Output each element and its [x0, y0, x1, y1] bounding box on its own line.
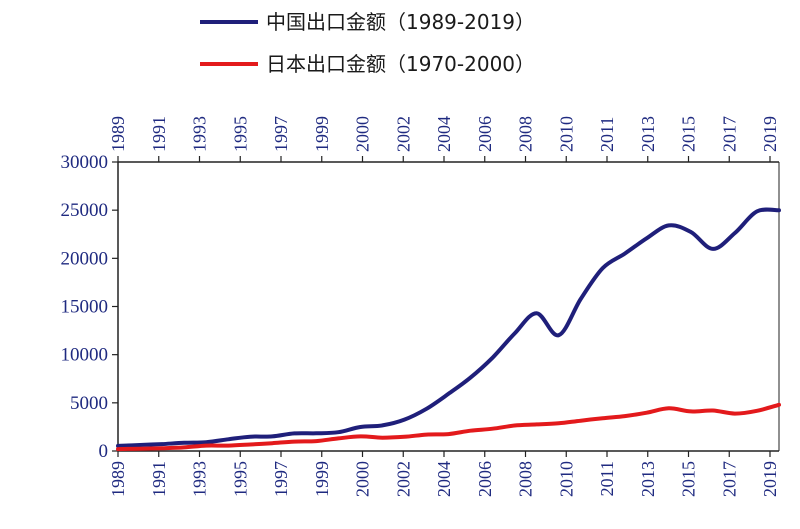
x-bottom-tick-label: 2011 — [597, 461, 617, 496]
y-tick-label: 30000 — [61, 152, 109, 173]
x-top-tick-label: 1993 — [190, 116, 210, 152]
x-bottom-tick-label: 2000 — [353, 461, 373, 497]
x-top-tick-label: 2000 — [353, 116, 373, 152]
y-tick-label: 5000 — [70, 393, 108, 414]
x-top-tick-label: 1999 — [312, 116, 332, 152]
y-tick-label: 0 — [99, 441, 109, 462]
x-bottom-tick-label: 2017 — [719, 461, 739, 497]
y-tick-label: 25000 — [61, 200, 109, 221]
x-top-tick-label: 2010 — [556, 116, 576, 152]
x-bottom-tick-label: 2002 — [393, 461, 413, 497]
x-top-tick-label: 1995 — [230, 116, 250, 152]
x-top-tick-label: 2013 — [638, 116, 658, 152]
x-bottom-tick-label: 1997 — [271, 461, 291, 497]
legend-label-china: 中国出口金额（1989-2019） — [266, 10, 535, 34]
x-top-tick-label: 1991 — [149, 116, 169, 152]
x-bottom-tick-label: 1995 — [230, 461, 250, 497]
x-bottom-tick-label: 1999 — [312, 461, 332, 497]
x-top-tick-label: 2015 — [679, 116, 699, 152]
x-bottom-tick-label: 2015 — [679, 461, 699, 497]
legend-label-japan: 日本出口金额（1970-2000） — [266, 52, 535, 76]
y-tick-label: 20000 — [61, 248, 109, 269]
x-top-tick-label: 2002 — [393, 116, 413, 152]
series-lines — [116, 207, 781, 452]
x-bottom-tick-label: 2013 — [638, 461, 658, 497]
legend: 中国出口金额（1989-2019） 日本出口金额（1970-2000） — [200, 10, 535, 76]
series-line-china — [116, 207, 781, 448]
x-bottom-tick-label: 2004 — [434, 461, 454, 497]
y-tick-label: 15000 — [61, 297, 109, 318]
x-top-tick-label: 2008 — [516, 116, 536, 152]
x-bottom-tick-label: 2006 — [475, 461, 495, 497]
x-bottom-tick-label: 1991 — [149, 461, 169, 497]
x-top-tick-label: 1997 — [271, 116, 291, 152]
x-bottom-tick-label: 2019 — [760, 461, 780, 497]
x-bottom-tick-label: 1989 — [108, 461, 128, 497]
x-top-tick-label: 2019 — [760, 116, 780, 152]
x-bottom-tick-label: 2010 — [556, 461, 576, 497]
x-top-tick-label: 2011 — [597, 117, 617, 152]
x-top-tick-label: 2017 — [719, 116, 739, 152]
x-top-tick-label: 2006 — [475, 116, 495, 152]
series-line-japan — [116, 402, 781, 452]
x-top-tick-label: 2004 — [434, 116, 454, 152]
x-bottom-tick-label: 1993 — [190, 461, 210, 497]
y-tick-label: 10000 — [61, 345, 109, 366]
x-top-tick-label: 1989 — [108, 116, 128, 152]
x-bottom-tick-label: 2008 — [516, 461, 536, 497]
